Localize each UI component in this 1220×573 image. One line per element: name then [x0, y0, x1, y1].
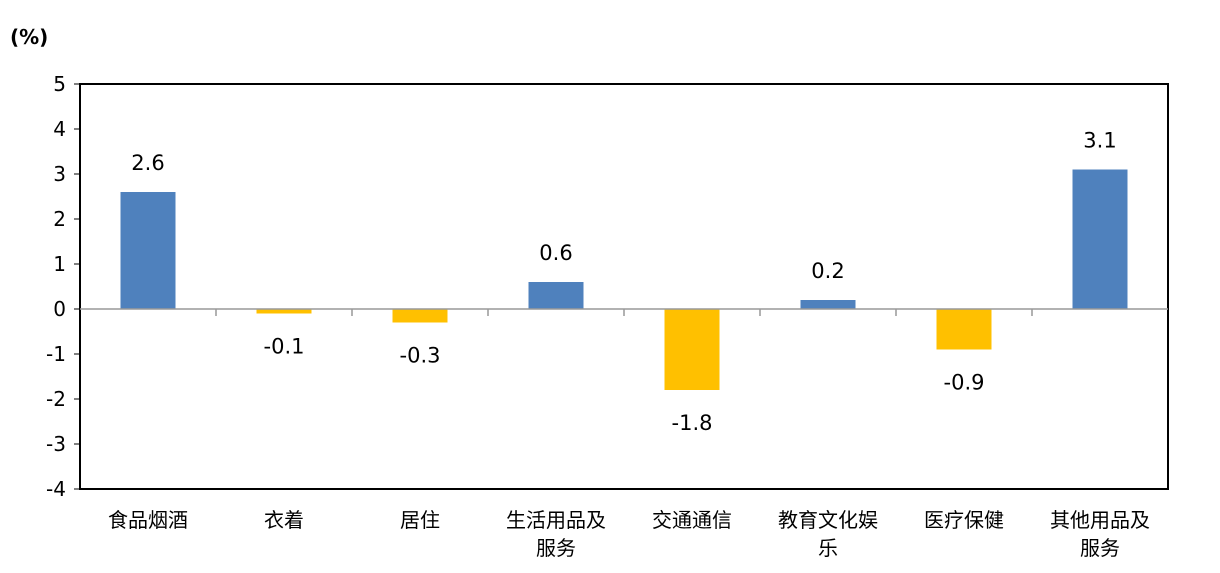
bar: [256, 309, 312, 314]
x-tick-label: 交通通信: [652, 508, 732, 532]
data-label: 3.1: [1083, 129, 1116, 153]
y-tick-label: 3: [53, 162, 66, 186]
y-tick-label: -2: [46, 387, 66, 411]
data-label: -0.1: [264, 335, 305, 359]
data-label: -0.9: [944, 371, 985, 395]
y-tick-label: -4: [46, 477, 66, 501]
bars: [120, 169, 1128, 390]
y-tick-label: 5: [53, 72, 66, 96]
bar: [528, 282, 584, 309]
bar: [664, 309, 720, 390]
data-label: 2.6: [131, 151, 164, 175]
y-tick-label: 1: [53, 252, 66, 276]
x-tick-label: 医疗保健: [924, 508, 1004, 532]
bar: [800, 300, 856, 309]
y-tick-label: -3: [46, 432, 66, 456]
x-tick-label: 生活用品及: [506, 508, 606, 532]
y-tick-label: 2: [53, 207, 66, 231]
bar: [936, 309, 992, 350]
x-tick-label: 服务: [536, 536, 576, 560]
x-tick-label: 衣着: [264, 508, 304, 532]
x-tick-label: 乐: [818, 536, 838, 560]
x-tick-label: 服务: [1080, 536, 1120, 560]
data-label: -0.3: [400, 344, 441, 368]
data-label: 0.2: [811, 259, 844, 283]
unit-label: (%): [10, 25, 48, 49]
x-tick-label: 食品烟酒: [108, 508, 188, 532]
bar: [120, 192, 176, 309]
data-label: 0.6: [539, 241, 572, 265]
y-tick-label: 0: [53, 297, 66, 321]
plot-area-border: [79, 83, 1169, 490]
y-tick-label: -1: [46, 342, 66, 366]
y-axis: 5 4 3 2 1 0 -1 -2 -3 -4: [46, 72, 80, 501]
x-tick-label: 其他用品及: [1050, 508, 1150, 532]
x-tick-label: 教育文化娱: [778, 508, 878, 532]
x-tick-label: 居住: [400, 508, 440, 532]
bar: [1072, 169, 1128, 309]
data-labels: 2.6 -0.1 -0.3 0.6 -1.8 0.2 -0.9 3.1: [131, 129, 1116, 436]
y-tick-label: 4: [53, 117, 66, 141]
data-label: -1.8: [672, 411, 713, 435]
bar: [392, 309, 448, 323]
